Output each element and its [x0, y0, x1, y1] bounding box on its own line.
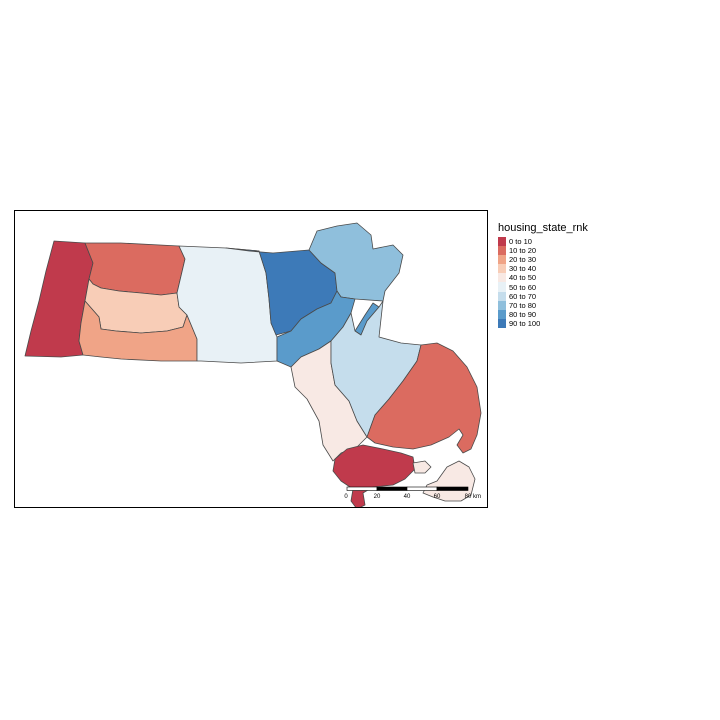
legend-swatch — [498, 246, 506, 256]
legend-item: 40 to 50 — [498, 273, 588, 283]
legend-item: 30 to 40 — [498, 264, 588, 274]
legend-title: housing_state_rnk — [498, 222, 588, 234]
scale-seg-4 — [436, 486, 469, 491]
choropleth-map: 0 20 40 60 80 km — [24, 222, 482, 507]
legend-item: 10 to 20 — [498, 246, 588, 256]
legend-item: 50 to 60 — [498, 282, 588, 292]
scale-tick-20: 20 — [374, 494, 381, 500]
legend-label: 30 to 40 — [509, 264, 537, 274]
legend-rows: 0 to 10 10 to 20 20 to 30 30 to 40 40 to 50 5… — [498, 237, 588, 328]
scale-seg-3 — [406, 486, 438, 491]
legend-item: 80 to 90 — [498, 309, 588, 319]
scale-tick-0: 0 — [344, 494, 348, 500]
legend-swatch — [498, 300, 506, 310]
scale-bar: 0 20 40 60 80 km — [344, 486, 481, 500]
scale-unit: km — [473, 494, 481, 500]
legend-label: 40 to 50 — [509, 273, 537, 283]
region-essex — [308, 222, 404, 302]
legend-swatch — [498, 282, 506, 292]
scale-tick-40: 40 — [404, 494, 411, 500]
legend-label: 0 to 10 — [509, 237, 532, 247]
legend-item: 70 to 80 — [498, 300, 588, 310]
legend-label: 20 to 30 — [509, 255, 537, 265]
legend-label: 60 to 70 — [509, 291, 537, 301]
legend-swatch — [498, 318, 506, 328]
legend-item: 0 to 10 — [498, 237, 588, 247]
map-frame: 0 20 40 60 80 km — [14, 210, 488, 508]
legend-label: 70 to 80 — [509, 300, 537, 310]
scale-tick-60: 60 — [434, 494, 441, 500]
scale-tick-80: 80 — [465, 494, 472, 500]
region-nantucket — [422, 460, 476, 502]
legend-swatch — [498, 264, 506, 274]
legend-item: 20 to 30 — [498, 255, 588, 265]
legend-swatch — [498, 291, 506, 301]
legend-swatch — [498, 273, 506, 283]
legend-swatch — [498, 237, 506, 247]
legend-swatch — [498, 255, 506, 265]
region-cape-tip — [412, 460, 432, 474]
region-barnstable — [366, 342, 482, 454]
scale-seg-1 — [346, 486, 378, 491]
legend-label: 80 to 90 — [509, 309, 537, 319]
legend-item: 60 to 70 — [498, 291, 588, 301]
legend-label: 90 to 100 — [509, 318, 541, 328]
legend-item: 90 to 100 — [498, 318, 588, 328]
legend-label: 10 to 20 — [509, 246, 537, 256]
legend: housing_state_rnk 0 to 10 10 to 20 20 to 3… — [498, 222, 588, 328]
legend-swatch — [498, 309, 506, 319]
scale-seg-2 — [376, 486, 408, 491]
legend-label: 50 to 60 — [509, 282, 537, 292]
